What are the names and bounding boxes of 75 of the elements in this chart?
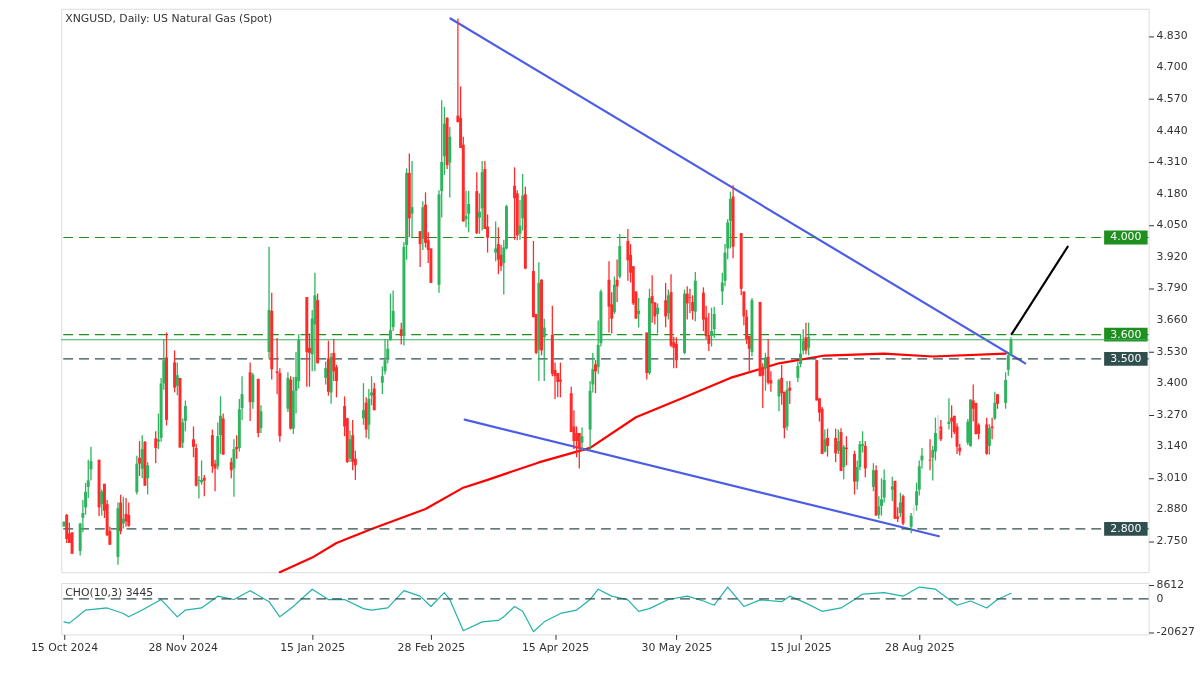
y-tick-label: 3.530 (1156, 344, 1188, 358)
y-tick-label: 4.180 (1156, 186, 1188, 200)
y-tick-label: 4.570 (1156, 92, 1188, 106)
candlestick (232, 438, 236, 498)
candlestick (683, 288, 687, 355)
y-tick-label: 4.830 (1156, 28, 1188, 42)
candlestick (121, 496, 125, 530)
y-tick-label: 4.700 (1156, 60, 1188, 74)
candlestick (788, 380, 792, 405)
x-tick-label: 28 Feb 2025 (397, 640, 466, 654)
x-tick-label: 15 Jan 2025 (280, 640, 346, 654)
candlestick (410, 160, 414, 238)
x-tick-label: 15 Oct 2024 (30, 640, 99, 654)
candlestick (259, 404, 263, 434)
y-tick-label: 2.880 (1156, 502, 1188, 516)
candlestick (990, 417, 994, 440)
chart-title: CHO(10,3) 3445 (65, 585, 154, 599)
candlestick (100, 488, 104, 517)
candlestick (637, 297, 641, 329)
candlestick (650, 274, 654, 324)
candlestick (615, 258, 619, 303)
candlestick (594, 359, 597, 394)
candlestick (467, 190, 471, 233)
y-tick-label: 3.270 (1156, 407, 1188, 421)
y-tick-label: 3.140 (1156, 439, 1188, 453)
candlestick (939, 419, 943, 442)
y-tick-label: 3.660 (1156, 313, 1188, 327)
candlestick (165, 331, 168, 427)
y-tick-label: 8612 (1156, 577, 1185, 591)
candlestick (826, 428, 830, 458)
candlestick (361, 382, 365, 426)
candlestick (807, 322, 811, 356)
y-tick-label: 3.010 (1156, 470, 1188, 484)
candlestick (871, 462, 875, 492)
x-tick-label: 30 May 2025 (641, 640, 713, 654)
candlestick (911, 504, 917, 517)
ref-line-label: 4.000 (1110, 230, 1142, 244)
x-tick-label: 15 Jul 2025 (770, 640, 832, 654)
candlestick (664, 282, 668, 328)
candlestick (777, 378, 781, 412)
candlestick (710, 307, 713, 348)
candlestick (558, 361, 562, 398)
candlestick (909, 512, 913, 534)
candlestick (996, 393, 999, 410)
y-tick-label: 3.920 (1156, 249, 1188, 263)
y-tick-label: 2.750 (1156, 534, 1188, 548)
candlestick (127, 501, 131, 528)
line-series (63, 586, 1012, 633)
candlestick (890, 476, 894, 502)
candlestick (1004, 371, 1008, 410)
candlestick (542, 317, 546, 382)
candlestick (853, 450, 856, 496)
ref-line-label: 3.600 (1110, 327, 1142, 341)
y-tick-label: 0 (1156, 591, 1164, 605)
candlestick (235, 434, 239, 460)
x-tick-label: 28 Nov 2024 (148, 640, 219, 654)
candlestick (685, 285, 689, 321)
candlestick (804, 322, 808, 355)
candlestick (146, 461, 150, 496)
candlestick (626, 228, 630, 282)
y-tick-label: 4.440 (1156, 123, 1188, 137)
candlestick (348, 429, 352, 463)
y-tick-label: 4.310 (1156, 155, 1188, 169)
x-tick-label: 28 Aug 2025 (884, 640, 955, 654)
y-tick-label: -20627 (1156, 625, 1195, 639)
y-tick-label: 3.790 (1156, 281, 1188, 295)
y-tick-label: 3.400 (1156, 376, 1188, 390)
ref-line-label: 2.800 (1110, 521, 1142, 535)
candlestick (656, 302, 660, 335)
ref-line-label: 3.500 (1110, 351, 1142, 365)
candlestick (324, 360, 328, 386)
y-tick-label: 4.050 (1156, 218, 1188, 232)
chart-title: XNGUSD, Daily: US Natural Gas (Spot) (65, 11, 273, 25)
x-tick-label: 15 Apr 2025 (521, 640, 590, 654)
candlestick (834, 428, 838, 463)
